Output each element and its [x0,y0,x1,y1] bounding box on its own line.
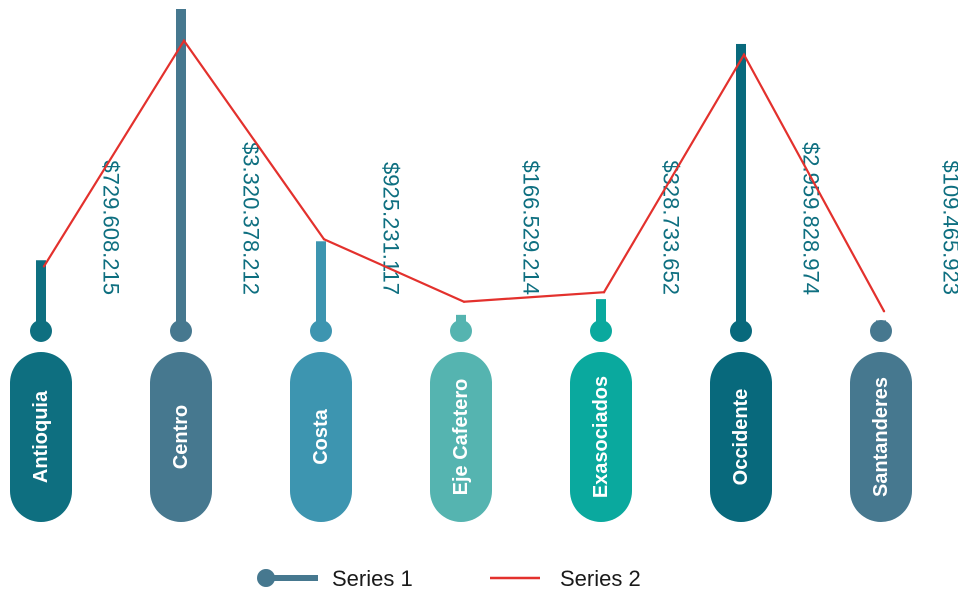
category-label-occidente: Occidente [730,389,752,486]
value-label-exasociados: $328.733.652 [659,160,684,295]
category-label-santanderes: Santanderes [870,377,892,497]
series2-line [43,38,885,312]
category-pill-costa [290,352,352,522]
series2-point-eje-cafetero [462,300,466,303]
bar-occidente [736,43,746,331]
bars-layer [30,9,892,342]
value-label-antioquia: $729.608.215 [99,160,124,295]
category-label-eje-cafetero: Eje Cafetero [450,379,472,496]
series2-point-antioquia [42,265,46,268]
bar-dot-exasociados [590,320,612,342]
bar-dot-costa [310,320,332,342]
value-label-occidente: $2.959.828.974 [799,142,824,295]
category-label-costa: Costa [310,408,332,464]
series2-point-costa [322,237,326,241]
bar-dot-centro [170,320,192,342]
value-label-costa: $925.231.117 [379,162,404,295]
series2-line-layer [42,38,886,313]
series2-point-santanderes [882,310,886,313]
category-pill-centro [150,352,212,522]
bar-dot-antioquia [30,320,52,342]
legend-series1-swatch-dot [257,569,275,587]
bar-dot-eje-cafetero [450,320,472,342]
series2-point-centro [182,39,186,42]
bar-dot-santanderes [870,320,892,342]
series2-point-occidente [742,53,746,56]
category-label-centro: Centro [170,405,192,469]
value-label-eje-cafetero: $166.529.214 [519,160,544,295]
category-pill-antioquia [10,352,72,522]
series2-point-exasociados [602,291,606,294]
category-pill-eje-cafetero [430,352,492,522]
bar-antioquia [36,260,46,331]
category-pill-exasociados [570,352,632,522]
legend-series1-label: Series 1 [332,566,413,591]
category-pill-santanderes [850,352,912,522]
legend-series2-label: Series 2 [560,566,641,591]
bar-centro [176,9,186,331]
legend: Series 1 Series 2 [257,566,641,591]
value-labels-layer: $729.608.215 $3.320.378.212 $925.231.117 $1… [99,142,958,295]
category-label-antioquia: Antioquia [30,390,52,483]
value-label-centro: $3.320.378.212 [239,142,264,295]
bar-dot-occidente [730,320,752,342]
category-label-exasociados: Exasociados [590,376,612,498]
value-label-santanderes: $109.465.923 [939,160,958,295]
bar-exasociados [596,299,606,331]
category-pill-occidente [710,352,772,522]
category-pills-layer: Antioquia Centro Costa Eje Cafetero Exasocia… [10,352,912,522]
bar-costa [316,241,326,331]
